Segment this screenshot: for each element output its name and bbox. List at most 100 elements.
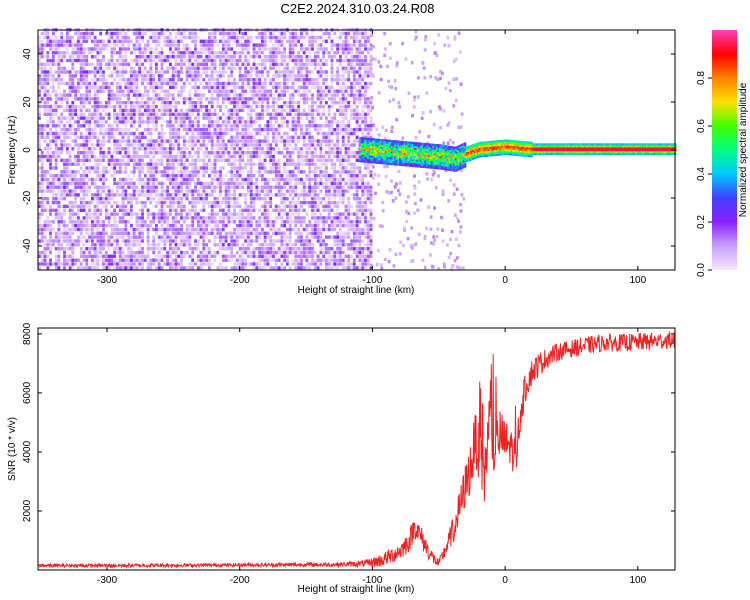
- spectrogram-cell: [258, 174, 261, 178]
- spectrogram-cell: [188, 81, 192, 86]
- spectrogram-cell: [230, 154, 234, 159]
- spectrogram-cell: [319, 104, 323, 109]
- spectrogram-cell: [124, 197, 128, 201]
- spectrogram-cell: [85, 216, 89, 220]
- spectrogram-cell: [57, 258, 61, 262]
- spectrogram-cell: [130, 101, 133, 105]
- spectrogram-cell: [258, 93, 261, 97]
- spectrogram-cell: [113, 112, 116, 116]
- spectrogram-cell: [79, 51, 83, 55]
- spectrogram-cell: [113, 208, 116, 212]
- spectrogram-cell: [277, 93, 281, 97]
- spectrogram-cell: [241, 101, 245, 105]
- spectrogram-cell: [149, 35, 153, 40]
- spectrogram-cell: [322, 162, 326, 166]
- spectrogram-cell: [188, 104, 192, 109]
- spectrogram-cell: [263, 93, 267, 97]
- spectrogram-cell: [185, 231, 189, 235]
- spectrogram-cell: [152, 185, 156, 189]
- spectrogram-cell: [60, 193, 64, 197]
- spectrogram-cell: [291, 177, 295, 182]
- spectrogram-cell: [325, 166, 328, 170]
- spectrogram-cell: [169, 120, 172, 124]
- spectrogram-cell: [54, 254, 58, 258]
- spectrogram-cell: [224, 70, 228, 74]
- spectrogram-cell: [116, 185, 119, 189]
- spectrogram-cell: [88, 35, 91, 40]
- spectrogram-cell: [49, 158, 52, 162]
- spectrogram-cell: [330, 62, 334, 66]
- spectrogram-cell: [63, 231, 66, 235]
- spectrogram-cell: [127, 139, 130, 143]
- spectrogram-cell: [68, 89, 72, 93]
- spectrogram-cell: [40, 158, 44, 162]
- spectrogram-cell: [258, 243, 261, 247]
- spectrogram-cell: [255, 35, 259, 40]
- spectrogram-cell: [77, 85, 80, 90]
- spectrogram-cell: [191, 85, 195, 90]
- spectrogram-cell: [91, 154, 94, 159]
- spectrogram-cell: [149, 143, 153, 147]
- spectrogram-cell: [258, 143, 261, 147]
- spectrogram-cell: [330, 185, 334, 189]
- spectrogram-cell: [272, 135, 275, 139]
- spectrogram-cell: [305, 116, 309, 120]
- spectrogram-cell: [46, 135, 50, 139]
- spectrogram-cell: [63, 70, 66, 74]
- spectrogram-cell: [160, 147, 164, 151]
- spectrogram-cell: [208, 223, 211, 228]
- spectrogram-cell: [210, 93, 214, 97]
- spectrogram-cell: [322, 55, 326, 59]
- spectrogram-cell: [327, 120, 331, 124]
- spectrogram-cell: [219, 247, 222, 251]
- spectrogram-cell: [149, 58, 153, 63]
- spectrogram-cell: [91, 47, 94, 51]
- spectrogram-cell: [174, 227, 178, 232]
- spectrogram-cell: [244, 216, 247, 220]
- spectrogram-cell: [297, 254, 300, 258]
- spectrogram-cell: [274, 108, 278, 113]
- spectrogram-cell: [316, 185, 320, 189]
- spectrogram-cell: [205, 227, 208, 232]
- spectrogram-cell: [82, 223, 86, 228]
- spectrogram-cell: [60, 55, 64, 59]
- spectrogram-cell: [196, 62, 200, 66]
- spectrogram-cell: [208, 204, 211, 209]
- spectrogram-cell: [77, 162, 80, 166]
- spectrogram-cell: [227, 247, 231, 251]
- spectrogram-cell: [124, 108, 128, 113]
- spectrogram-cell: [65, 227, 69, 232]
- spectrogram-cell: [138, 162, 142, 166]
- spectrogram-cell: [102, 239, 105, 243]
- spectrogram-cell: [327, 262, 331, 266]
- spectrogram-cell: [163, 31, 167, 36]
- spectrogram-cell: [297, 112, 300, 116]
- spectrogram-cell: [152, 55, 156, 59]
- spectrogram-cell: [196, 101, 200, 105]
- spectrogram-cell: [57, 235, 61, 239]
- spectrogram-cell: [308, 39, 312, 43]
- spectrogram-cell: [196, 127, 200, 132]
- spectrogram-cell: [110, 258, 114, 262]
- spectrogram-cell: [166, 89, 169, 93]
- spectrogram-cell: [272, 43, 275, 47]
- spectrogram-cell: [205, 223, 208, 228]
- spectrogram-cell: [177, 127, 181, 132]
- spectrogram-cell: [88, 247, 91, 251]
- spectrogram-cell: [202, 58, 206, 63]
- spectrogram-cell: [227, 43, 231, 47]
- spectrogram-cell: [272, 35, 275, 40]
- spectrogram-cell: [238, 151, 242, 155]
- spectrogram-cell: [51, 62, 55, 66]
- spectrogram-cell: [255, 247, 259, 251]
- spectrogram-cell: [247, 74, 250, 78]
- spectrogram-cell: [224, 55, 228, 59]
- spectrogram-cell: [130, 51, 133, 55]
- spectrogram-cell: [118, 127, 122, 132]
- spectrogram-cell: [121, 154, 125, 159]
- spectrogram-cell: [297, 197, 300, 201]
- spectrogram-cell: [286, 78, 289, 82]
- spectrogram-cell: [40, 81, 44, 86]
- spectrogram-cell: [319, 62, 323, 66]
- spectrogram-cell: [127, 135, 130, 139]
